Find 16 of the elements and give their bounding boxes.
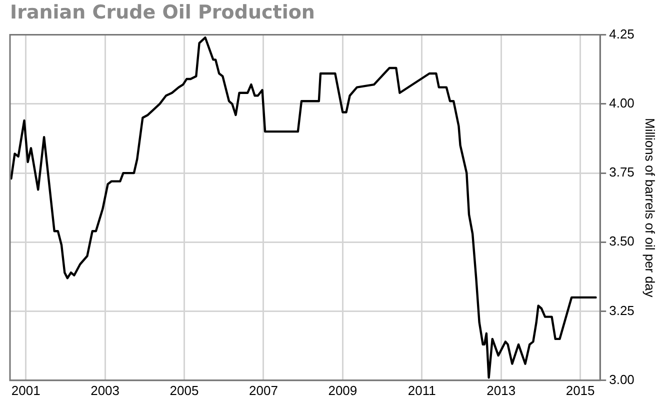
y-tick-label: 3.00 [609, 372, 634, 387]
y-tick-label: 4.00 [609, 96, 634, 110]
y-tick-label: 3.50 [609, 234, 634, 249]
x-tick-label: 2005 [170, 382, 199, 398]
chart-title: Iranian Crude Oil Production [10, 1, 315, 24]
x-tick-label: 2015 [566, 382, 595, 398]
y-axis-title: Millions of barrels of oil per day [642, 118, 658, 298]
x-tick-label: 2007 [249, 382, 278, 398]
y-tick-label: 3.25 [609, 302, 634, 318]
y-tick-label: 3.75 [609, 164, 634, 180]
x-tick-label: 2003 [90, 382, 120, 398]
x-tick-label: 2001 [11, 382, 40, 398]
y-tick-label: 4.25 [609, 26, 634, 42]
x-tick-label: 2013 [486, 382, 516, 398]
x-tick-label: 2009 [328, 382, 358, 398]
x-tick-label: 2011 [408, 382, 436, 398]
